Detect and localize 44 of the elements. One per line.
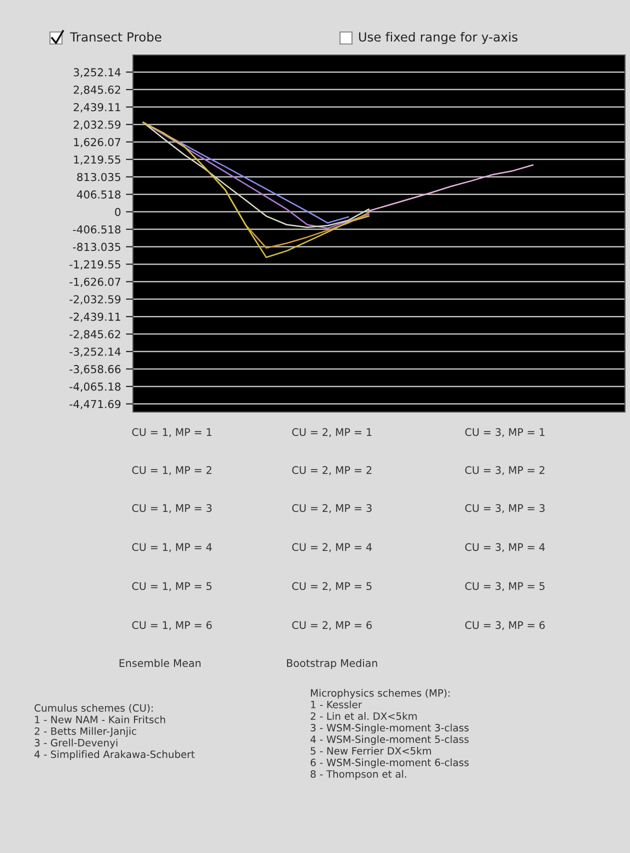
y-tick-label: 813.035 — [77, 172, 120, 182]
text: CU = 2, MP = 4 — [292, 543, 372, 552]
text: CU = 1, MP = 4 — [132, 543, 212, 552]
text: CU = 3, MP = 3 — [465, 504, 545, 514]
text: CU = 1, MP = 3 — [132, 504, 212, 514]
y-tick-label: -406.518 — [73, 225, 120, 234]
text: CU = 3, MP = 5 — [465, 582, 544, 592]
y-tick-label: 2,439.11 — [74, 103, 120, 112]
y-tick-label: 3,252.14 — [74, 68, 121, 78]
y-tick-label: 1,626.07 — [74, 138, 120, 148]
y-tick-label: -3,658.66 — [70, 365, 121, 374]
text: CU = 2, MP = 2 — [292, 466, 372, 476]
text: CU = 1, MP = 1 — [132, 428, 212, 438]
text: CU = 3, MP = 4 — [465, 543, 545, 552]
y-tick-label: -3,252.14 — [70, 348, 121, 357]
y-tick-label: -4,471.69 — [70, 400, 120, 410]
text: CU = 1, MP = 2 — [132, 466, 212, 476]
text: CU = 3, MP = 1 — [465, 428, 544, 438]
y-tick-label: -2,032.59 — [70, 295, 120, 304]
text: CU = 3, MP = 2 — [465, 466, 544, 476]
y-tick-label: -2,439.11 — [70, 312, 120, 322]
y-tick-label: 2,845.62 — [74, 86, 120, 95]
y-tick-label: 406.518 — [76, 190, 120, 199]
text: Microphysics schemes (MP): 1 - Kessler 2 - Lin et al. DX<5km 3 - WSM-Single-moment 3-class 4 - WSM-Single-moment 5-class 5 - New Ferrier DX<5km 6 - WSM-Single-moment 6-class 8 - Thompson et al. — [310, 689, 469, 780]
text: CU = 2, MP = 3 — [292, 504, 372, 514]
y-tick-label: 1,219.55 — [74, 155, 120, 165]
text: Cumulus schemes (CU): 1 - New NAM - Kain Fritsch 2 - Betts Miller-Janjic 3 - Grell-Devenyi 4 - Simplified Arakawa-Schubert — [34, 704, 195, 760]
text: Bootstrap Median — [287, 658, 378, 670]
text: Transect Probe — [70, 32, 162, 42]
text: Use fixed range for y-axis — [359, 32, 518, 44]
text: CU = 2, MP = 1 — [292, 428, 372, 438]
text: CU = 1, MP = 6 — [132, 621, 212, 630]
y-tick-label: 0 — [115, 208, 120, 216]
y-tick-label: -813.035 — [73, 242, 120, 252]
text: CU = 2, MP = 5 — [292, 582, 372, 592]
y-tick-label: -1,626.07 — [70, 278, 120, 288]
y-tick-label: -4,065.18 — [70, 382, 120, 392]
text: CU = 3, MP = 6 — [465, 621, 545, 630]
text: CU = 1, MP = 5 — [132, 582, 212, 592]
text: Ensemble Mean — [120, 658, 200, 668]
y-tick-label: -2,845.62 — [70, 330, 120, 340]
text: CU = 2, MP = 6 — [292, 621, 372, 630]
y-tick-label: -1,219.55 — [70, 260, 120, 270]
y-tick-label: 2,032.59 — [74, 120, 120, 130]
